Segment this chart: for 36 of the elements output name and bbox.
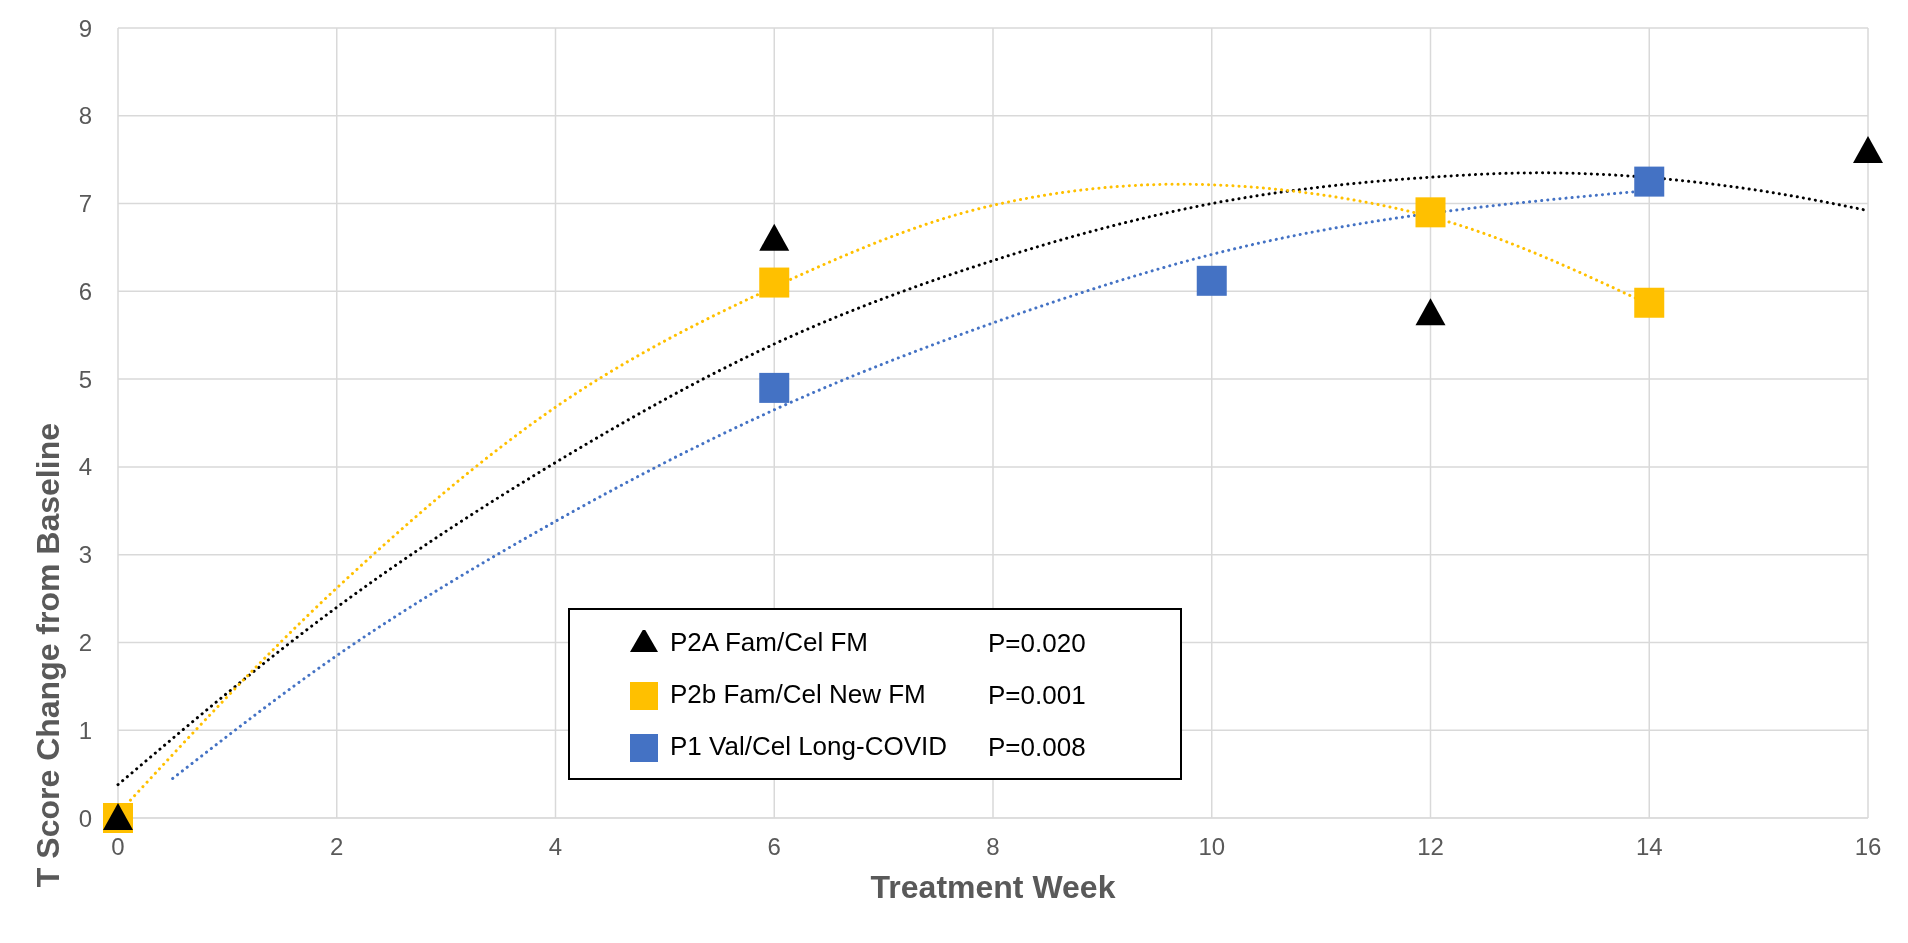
x-tick-label: 16 <box>1854 833 1882 861</box>
x-tick-label: 2 <box>330 833 344 861</box>
x-tick-label: 10 <box>1198 833 1226 861</box>
y-tick-label: 8 <box>78 102 92 130</box>
y-tick-label: 0 <box>78 804 92 832</box>
point <box>1853 135 1883 163</box>
legend-label: P1 Val/Cel Long-COVID <box>669 730 948 763</box>
x-tick-label: 6 <box>767 833 781 861</box>
y-tick-label: 7 <box>78 190 92 218</box>
point <box>1634 287 1665 318</box>
point <box>1415 197 1446 228</box>
x-tick-label: 8 <box>986 833 1000 861</box>
y-tick-label: 2 <box>78 628 92 656</box>
x-tick-label: 14 <box>1635 833 1663 861</box>
annotation: P=0.008 <box>988 730 1086 764</box>
point <box>759 267 790 298</box>
x-tick-label: 4 <box>548 833 563 861</box>
point <box>1415 298 1446 326</box>
x-axis-title: Treatment Week <box>870 869 1116 905</box>
point <box>1634 166 1665 197</box>
legend-label: P2A Fam/Cel FM <box>669 626 869 659</box>
y-tick-label: 5 <box>78 365 92 393</box>
y-tick-label: 3 <box>78 541 92 569</box>
y-tick-label: 6 <box>78 277 92 305</box>
y-axis-title: T Score Change from Baseline <box>30 423 67 888</box>
point <box>759 372 790 403</box>
annotation: P=0.001 <box>988 678 1086 712</box>
annotation: P=0.020 <box>988 626 1086 660</box>
x-tick-label: 0 <box>111 833 125 861</box>
x-tick-label: 12 <box>1417 833 1444 861</box>
point <box>759 223 790 251</box>
legend-label: P2b Fam/Cel New FM <box>669 678 927 711</box>
point <box>1196 265 1227 296</box>
y-tick-label: 4 <box>78 453 92 481</box>
y-tick-label: 1 <box>78 716 92 744</box>
y-tick-label: 9 <box>78 14 92 42</box>
